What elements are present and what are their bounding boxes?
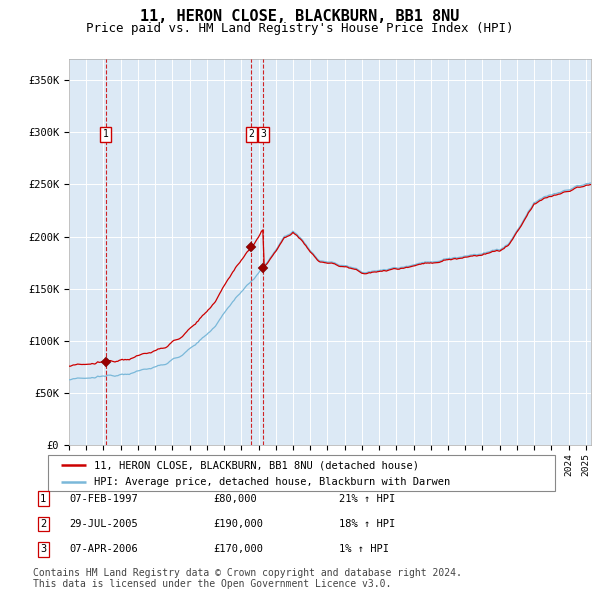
- Text: 3: 3: [260, 129, 266, 139]
- Text: 11, HERON CLOSE, BLACKBURN, BB1 8NU (detached house): 11, HERON CLOSE, BLACKBURN, BB1 8NU (det…: [94, 460, 419, 470]
- Text: £80,000: £80,000: [213, 494, 257, 503]
- Text: £190,000: £190,000: [213, 519, 263, 529]
- Text: 1% ↑ HPI: 1% ↑ HPI: [339, 545, 389, 554]
- Text: 2: 2: [40, 519, 46, 529]
- Text: Contains HM Land Registry data © Crown copyright and database right 2024.
This d: Contains HM Land Registry data © Crown c…: [33, 568, 462, 589]
- Text: 1: 1: [103, 129, 109, 139]
- Text: 1: 1: [40, 494, 46, 503]
- Text: 07-APR-2006: 07-APR-2006: [69, 545, 138, 554]
- Text: 07-FEB-1997: 07-FEB-1997: [69, 494, 138, 503]
- Text: HPI: Average price, detached house, Blackburn with Darwen: HPI: Average price, detached house, Blac…: [94, 477, 450, 487]
- Text: 11, HERON CLOSE, BLACKBURN, BB1 8NU: 11, HERON CLOSE, BLACKBURN, BB1 8NU: [140, 9, 460, 24]
- Text: £170,000: £170,000: [213, 545, 263, 554]
- Text: 29-JUL-2005: 29-JUL-2005: [69, 519, 138, 529]
- Text: 3: 3: [40, 545, 46, 554]
- Text: 18% ↑ HPI: 18% ↑ HPI: [339, 519, 395, 529]
- Text: 21% ↑ HPI: 21% ↑ HPI: [339, 494, 395, 503]
- FancyBboxPatch shape: [48, 455, 555, 491]
- Text: 2: 2: [248, 129, 254, 139]
- Text: Price paid vs. HM Land Registry's House Price Index (HPI): Price paid vs. HM Land Registry's House …: [86, 22, 514, 35]
